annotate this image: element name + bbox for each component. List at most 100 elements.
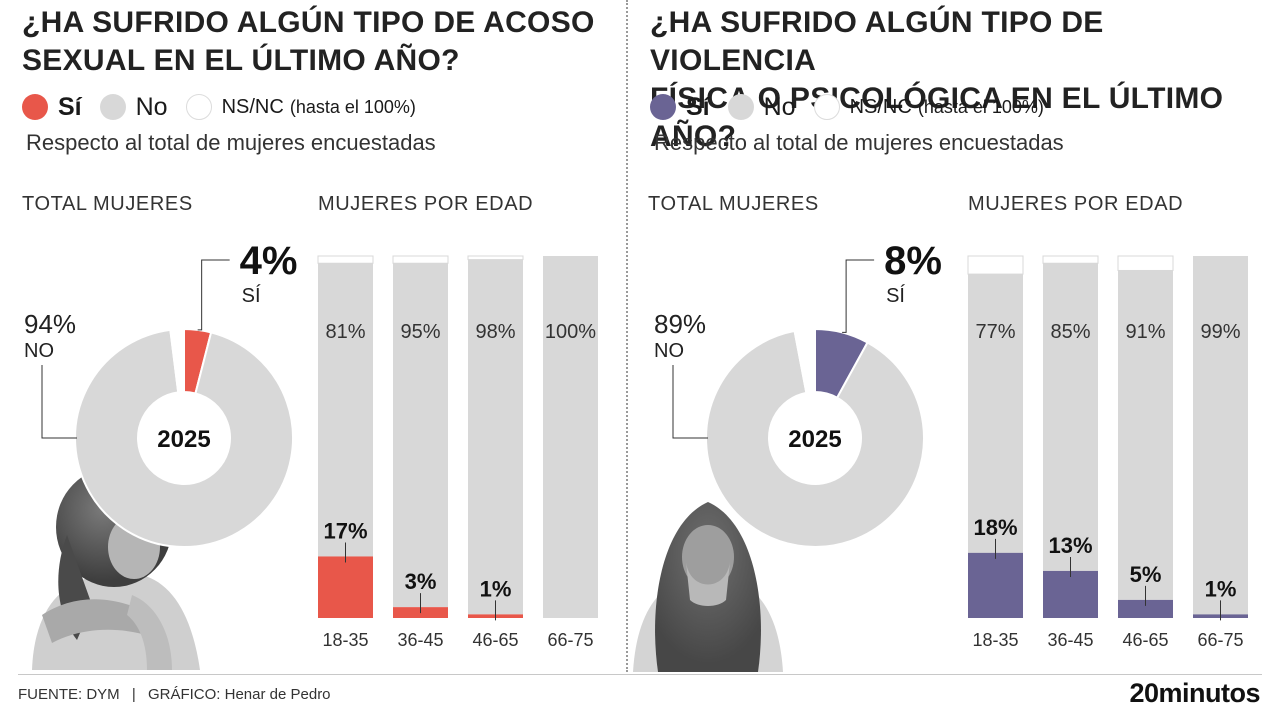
bar-category-label: 36-45 [1047, 630, 1093, 650]
legend-label-nsnc: NS/NC [849, 95, 912, 118]
donut-slice-nsnc [793, 327, 816, 394]
donut-slice-nsnc [169, 327, 185, 394]
source-value: DYM [86, 686, 120, 703]
legend-item-si: Sí [650, 93, 710, 122]
legend-swatch-nsnc [185, 94, 212, 120]
bar-category-label: 36-45 [397, 630, 443, 650]
bar-category-label: 46-65 [1122, 630, 1168, 650]
bar-no-label: 98% [475, 321, 515, 343]
bar-no-label: 85% [1050, 321, 1090, 343]
legend-label-no: No [135, 92, 168, 121]
donut-slice-no [705, 329, 925, 548]
donut-center-label: 2025 [788, 426, 841, 453]
bar-si-label: 1% [480, 576, 512, 601]
bar-no-label: 91% [1125, 321, 1165, 343]
bar-category-label: 18-35 [322, 630, 368, 650]
bar-no [968, 274, 1023, 553]
panel-divider [626, 0, 628, 672]
chart-area-right: 2025 8%SÍ 89%NO 77% 18% 18-35 85% 13% 36-45 91% 5%… [654, 239, 1248, 650]
no-category-label: NO [654, 340, 684, 362]
bar-no [543, 256, 598, 618]
section-header-total: TOTAL MUJERES [22, 193, 193, 215]
title-line-1: ¿HA SUFRIDO ALGÚN TIPO DE VIOLENCIA [650, 6, 1104, 77]
bar-no [1118, 270, 1173, 600]
bar-category-label: 18-35 [972, 630, 1018, 650]
bar-si-label: 13% [1048, 533, 1092, 558]
bar-si-label: 1% [1205, 576, 1237, 601]
panel-acoso-sexual: ¿HA SUFRIDO ALGÚN TIPO DE ACOSO SEXUAL E… [0, 0, 620, 672]
source-label: FUENTE: [18, 686, 83, 703]
bar-nsnc [1117, 255, 1174, 271]
legend-swatch-no [99, 94, 126, 120]
no-leader-line [41, 365, 77, 439]
si-category-label: SÍ [242, 284, 261, 307]
bar-si [968, 552, 1023, 618]
bar-no-label: 99% [1200, 321, 1240, 343]
bar-no [318, 263, 373, 557]
no-leader-line [672, 365, 708, 439]
legend-label-si: Sí [58, 92, 82, 121]
section-header-age: MUJERES POR EDAD [968, 193, 1184, 215]
donut-slice-no [74, 328, 294, 548]
legend-item-nsnc: NS/NC (hasta el 100%) [813, 94, 1044, 120]
legend-swatch-nsnc [813, 94, 840, 120]
footer-divider [18, 674, 1262, 675]
bar-no-label: 81% [325, 321, 365, 343]
legend-note-nsnc: (hasta el 100%) [289, 96, 416, 117]
legend: Sí No NS/NC (hasta el 100%) [650, 90, 1062, 124]
si-leader-line [197, 259, 230, 331]
legend-swatch-si [650, 94, 676, 120]
footer-separator: | [131, 686, 136, 703]
chart-subtitle: Respecto al total de mujeres encuestadas [26, 130, 436, 155]
panel-violencia: ¿HA SUFRIDO ALGÚN TIPO DE VIOLENCIA FÍSI… [628, 0, 1248, 672]
no-value-label: 94% [24, 309, 76, 339]
si-value-label: 4% [240, 239, 298, 283]
bar-no-label: 95% [400, 321, 440, 343]
bar-no [393, 263, 448, 608]
bar-si [1118, 599, 1173, 618]
legend-label-nsnc: NS/NC [221, 95, 284, 118]
title-line-2: SEXUAL EN EL ÚLTIMO AÑO? [22, 44, 460, 77]
bar-no-label: 100% [545, 321, 596, 343]
legend-item-nsnc: NS/NC (hasta el 100%) [185, 94, 416, 120]
legend-swatch-no [727, 94, 754, 120]
bar-si-label: 3% [405, 569, 437, 594]
chart-area-left: 2025 4%SÍ 94%NO 81% 17% 18-35 95% 3% 36-45 98% 1% 4… [24, 239, 598, 650]
bar-nsnc [467, 255, 524, 261]
no-category-label: NO [24, 340, 54, 362]
bar-si-label: 17% [323, 518, 367, 543]
brand-logo: 20minutos [1129, 678, 1260, 708]
bar-nsnc [392, 255, 449, 264]
legend-item-no: No [99, 92, 168, 122]
legend-swatch-si [22, 94, 48, 120]
author-value: Henar de Pedro [224, 686, 331, 703]
graphic-label: GRÁFICO: [147, 686, 221, 703]
bar-nsnc [317, 255, 374, 264]
bar-si [1043, 570, 1098, 618]
bar-no [1193, 256, 1248, 615]
chart-title-acoso: ¿HA SUFRIDO ALGÚN TIPO DE ACOSO SEXUAL E… [22, 4, 622, 80]
donut-center-label: 2025 [157, 426, 210, 453]
legend: Sí No NS/NC (hasta el 100%) [22, 90, 434, 124]
bar-category-label: 66-75 [1197, 630, 1243, 650]
footer-credits: FUENTE: DYM | GRÁFICO: Henar de Pedro [18, 686, 331, 703]
bar-si-label: 5% [1130, 562, 1162, 587]
bar-category-label: 46-65 [472, 630, 518, 650]
bar-nsnc [1042, 255, 1099, 264]
si-category-label: SÍ [886, 284, 905, 307]
si-leader-line [842, 259, 875, 333]
legend-note-nsnc: (hasta el 100%) [917, 96, 1044, 117]
bar-si-label: 18% [973, 515, 1017, 540]
legend-item-no: No [727, 92, 796, 122]
bar-no-label: 77% [975, 321, 1015, 343]
chart-subtitle: Respecto al total de mujeres encuestadas [654, 130, 1064, 155]
legend-item-si: Sí [22, 93, 82, 122]
photo-woman-covering-face-illustration [633, 502, 783, 672]
bar-no [1043, 263, 1098, 571]
bar-si [318, 556, 373, 618]
bar-nsnc [967, 255, 1024, 275]
title-line-1: ¿HA SUFRIDO ALGÚN TIPO DE ACOSO [22, 6, 595, 39]
bar-category-label: 66-75 [547, 630, 593, 650]
section-header-total: TOTAL MUJERES [648, 193, 819, 215]
legend-label-no: No [763, 92, 796, 121]
